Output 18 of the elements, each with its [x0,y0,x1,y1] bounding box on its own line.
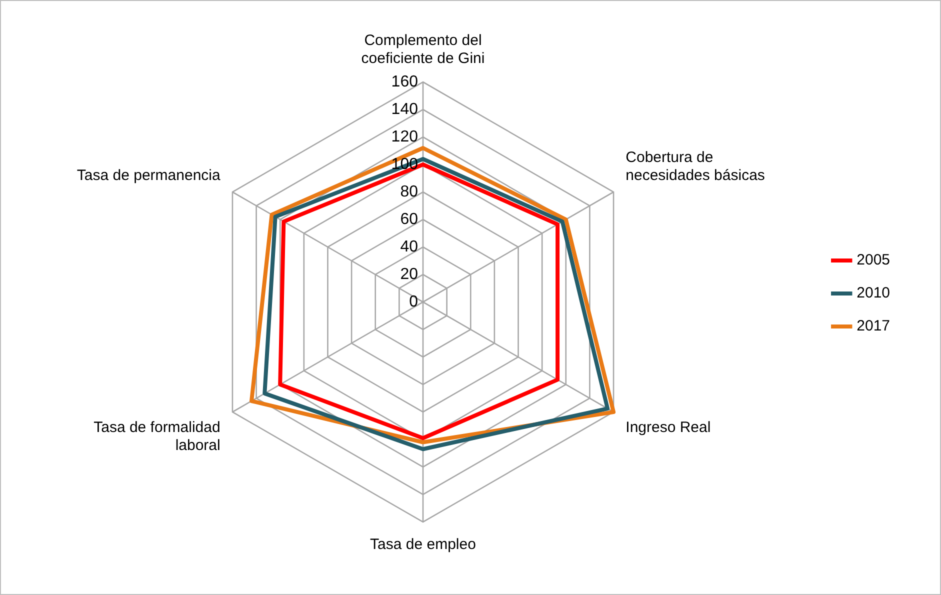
y-tick-label: 160 [391,73,418,90]
spoke-label: Ingreso Real [626,419,711,436]
spoke-label: Tasa de formalidad laboral [94,419,220,454]
y-tick-label: 80 [400,183,418,200]
y-tick-label: 100 [391,156,418,173]
y-tick-label: 140 [391,100,418,118]
y-tick-label: 40 [400,238,418,256]
legend-label: 2005 [856,252,890,269]
y-tick-label: 120 [391,128,418,146]
spoke-label: Cobertura de necesidades básicas [626,149,765,184]
spoke-label: Tasa de empleo [370,536,476,554]
y-tick-label: 60 [400,210,418,228]
y-tick-label: 0 [409,293,418,310]
y-tick-label: 20 [400,266,418,283]
spoke-label: Complemento del coeficiente de Gini [361,32,485,68]
legend-label: 2010 [856,284,890,302]
spoke-label: Tasa de permanencia [76,167,221,184]
legend-label: 2017 [856,318,890,335]
